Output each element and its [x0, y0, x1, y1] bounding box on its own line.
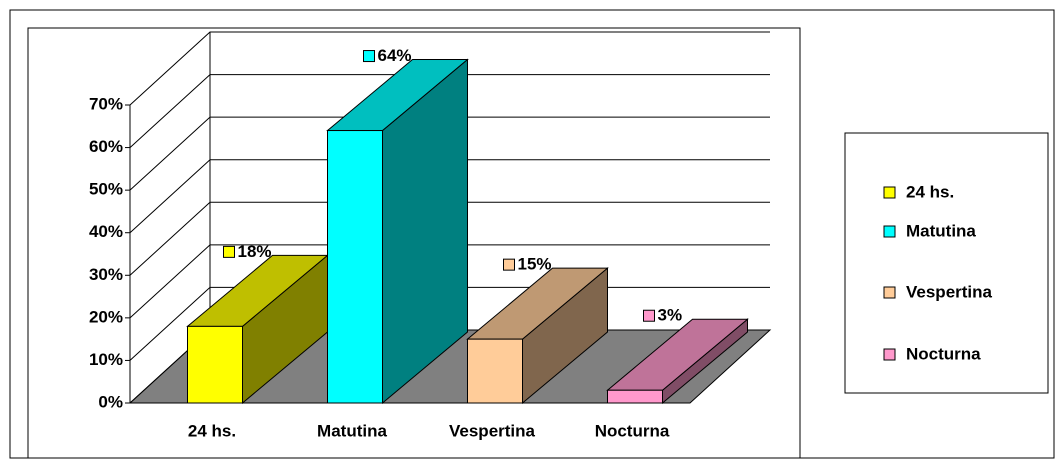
- value-label-key: [643, 309, 655, 322]
- y-tick-label: 40%: [89, 222, 123, 241]
- bar-front: [187, 325, 243, 404]
- y-tick-label: 50%: [89, 180, 123, 199]
- grid-line: [129, 31, 770, 106]
- legend-label: Matutina: [906, 221, 976, 240]
- y-tick-label: 60%: [89, 137, 123, 156]
- grid-line: [129, 159, 770, 234]
- value-label: 3%: [658, 306, 683, 325]
- legend-label: Nocturna: [906, 344, 981, 363]
- y-tick-label: 10%: [89, 350, 123, 369]
- legend-key: [883, 286, 896, 299]
- bar: [466, 267, 609, 405]
- x-tick-label: Vespertina: [449, 421, 536, 440]
- x-tick-label: Matutina: [317, 421, 387, 440]
- value-label-key: [223, 245, 235, 258]
- y-tick-label: 20%: [89, 307, 123, 326]
- value-label: 15%: [518, 255, 552, 274]
- bar: [186, 254, 329, 405]
- x-tick-label: 24 hs.: [188, 421, 236, 440]
- y-tick-label: 0%: [98, 392, 123, 411]
- value-label-key: [503, 258, 515, 271]
- legend-key: [883, 186, 896, 199]
- grid-line: [129, 244, 770, 319]
- legend-label: Vespertina: [906, 282, 993, 301]
- legend: 24 hs. Matutina Vespertina Nocturna: [883, 182, 993, 363]
- bar-front: [467, 338, 523, 404]
- grid-line: [129, 74, 770, 148]
- plot-frame: [27, 27, 801, 459]
- legend-key: [883, 225, 896, 238]
- legend-key: [883, 348, 896, 361]
- bar-front: [327, 130, 383, 404]
- legend-box: [844, 132, 1049, 394]
- bar: [606, 318, 749, 405]
- legend-label: 24 hs.: [906, 182, 954, 201]
- value-label: 18%: [238, 242, 272, 261]
- y-tick-label: 30%: [89, 265, 123, 284]
- value-label: 64%: [378, 46, 412, 65]
- bar: [326, 58, 469, 405]
- grid-line: [129, 116, 770, 191]
- value-label-key: [363, 50, 375, 63]
- bar-front: [607, 389, 663, 404]
- plot: 0% 10% 20% 30% 40% 50% 60% 70% 18% 24 hs. 64% Matut…: [89, 31, 772, 440]
- x-tick-label: Nocturna: [595, 421, 670, 440]
- y-tick-label: 70%: [89, 94, 123, 113]
- grid-line: [129, 201, 770, 276]
